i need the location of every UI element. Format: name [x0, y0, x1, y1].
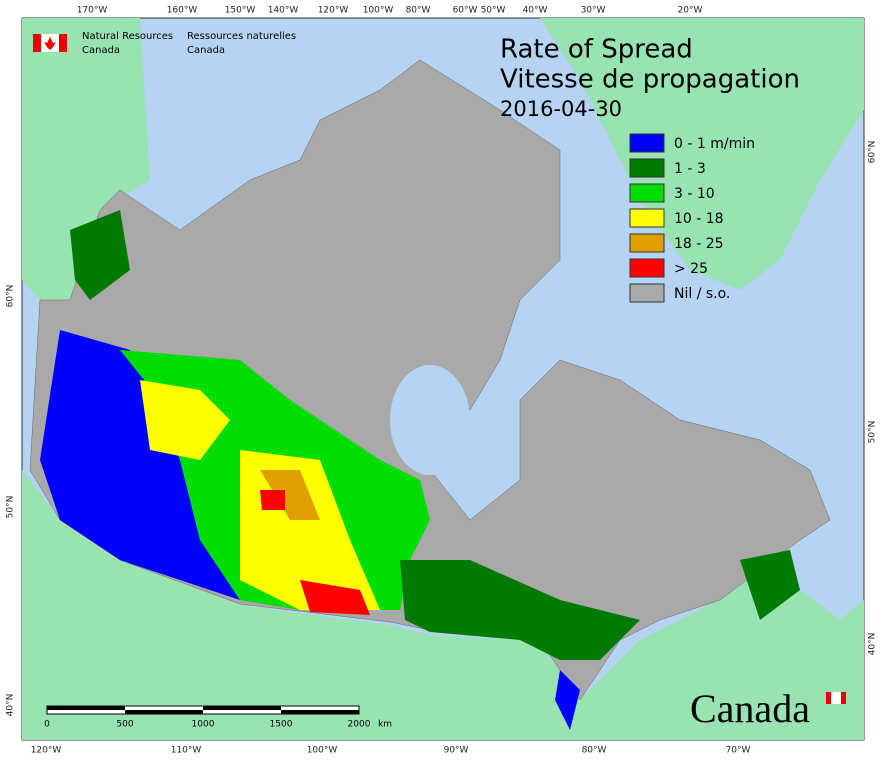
graticule-label: 150°W — [225, 6, 256, 16]
graticule-label: 40°W — [523, 6, 548, 16]
graticule-label: 60°N — [868, 141, 878, 164]
legend: 0 - 1 m/min 1 - 3 3 - 10 10 - 18 18 - 25 > 25… — [629, 133, 755, 303]
legend-swatch — [629, 133, 665, 153]
graticule-label: 170°W — [77, 6, 108, 16]
agency-en: Canada — [82, 45, 120, 56]
scale-bar — [46, 705, 360, 715]
hudson-bay — [390, 365, 470, 475]
scale-label: 500 — [116, 720, 133, 730]
scale-label: 2000 — [348, 720, 371, 730]
title: Rate of Spread — [500, 35, 693, 65]
flag-band — [59, 34, 67, 52]
nrcan-logo — [33, 34, 67, 52]
scale-label: 1500 — [270, 720, 293, 730]
maple-leaf — [44, 37, 56, 50]
graticule-label: 70°W — [726, 746, 751, 756]
scale-seg — [203, 706, 281, 710]
legend-label: 0 - 1 m/min — [674, 136, 755, 152]
wordmark: Canada — [690, 686, 810, 731]
legend-label: 1 - 3 — [674, 161, 706, 177]
graticule-label: 50°N — [868, 421, 878, 444]
legend-swatch — [629, 258, 665, 278]
graticule-label: 40°N — [868, 633, 878, 656]
zone-darkgreen — [70, 210, 130, 300]
legend-swatch — [629, 158, 665, 178]
graticule-label: 40°N — [6, 694, 16, 717]
zone-blue — [555, 670, 580, 730]
legend-swatch — [629, 233, 665, 253]
wordmark-flag — [826, 692, 831, 704]
flag-band — [33, 34, 41, 52]
scale-labels: 0 500 1000 1500 2000 km — [44, 720, 392, 730]
graticule-label: 50°N — [6, 496, 16, 519]
legend-swatch — [629, 208, 665, 228]
title: Vitesse de propagation — [500, 65, 800, 95]
alaska — [22, 18, 150, 300]
legend-swatch — [629, 183, 665, 203]
graticule-label: 140°W — [268, 6, 299, 16]
agency-fr: Canada — [187, 45, 225, 56]
graticule-label: 100°W — [363, 6, 394, 16]
scale-seg — [47, 706, 125, 710]
legend-label: 10 - 18 — [674, 211, 724, 227]
zone-yellow — [140, 380, 230, 460]
zone-darkgreen — [740, 550, 800, 620]
graticule-label: 90°W — [444, 746, 469, 756]
legend-label: 3 - 10 — [674, 186, 715, 202]
graticule-label: 50°W — [481, 6, 506, 16]
graticule-label: 160°W — [167, 6, 198, 16]
wordmark-flag — [831, 692, 841, 704]
wordmark-flag — [841, 692, 846, 704]
graticule-label: 100°W — [307, 746, 338, 756]
agency-fr: Ressources naturelles — [187, 31, 296, 42]
scale-seg — [125, 710, 203, 714]
date: 2016-04-30 — [500, 97, 622, 121]
legend-swatch — [629, 283, 665, 303]
scale-label: 1000 — [192, 720, 215, 730]
graticule: 170°W 160°W 150°W 140°W 120°W 100°W 80°W 60°W 50… — [6, 6, 878, 756]
graticule-label: 30°W — [581, 6, 606, 16]
zone-darkgreen — [400, 560, 640, 660]
zone-orange — [260, 470, 320, 520]
scale-label: 0 — [44, 720, 50, 730]
zone-blue — [40, 330, 240, 600]
graticule-label: 120°W — [31, 746, 62, 756]
graticule-label: 80°W — [406, 6, 431, 16]
scale-seg — [281, 710, 359, 714]
legend-label: 18 - 25 — [674, 236, 724, 252]
usa — [22, 470, 864, 740]
zone-red — [300, 580, 370, 615]
graticule-label: 60°N — [6, 285, 16, 308]
graticule-label: 110°W — [171, 746, 202, 756]
graticule-label: 20°W — [678, 6, 703, 16]
graticule-label: 60°W — [453, 6, 478, 16]
scale-unit: km — [378, 720, 392, 730]
graticule-label: 80°W — [582, 746, 607, 756]
legend-label: Nil / s.o. — [674, 286, 730, 302]
greenland — [540, 18, 864, 290]
agency-en: Natural Resources — [82, 31, 173, 42]
legend-label: > 25 — [674, 261, 708, 277]
zone-red — [260, 490, 285, 510]
graticule-label: 120°W — [318, 6, 349, 16]
